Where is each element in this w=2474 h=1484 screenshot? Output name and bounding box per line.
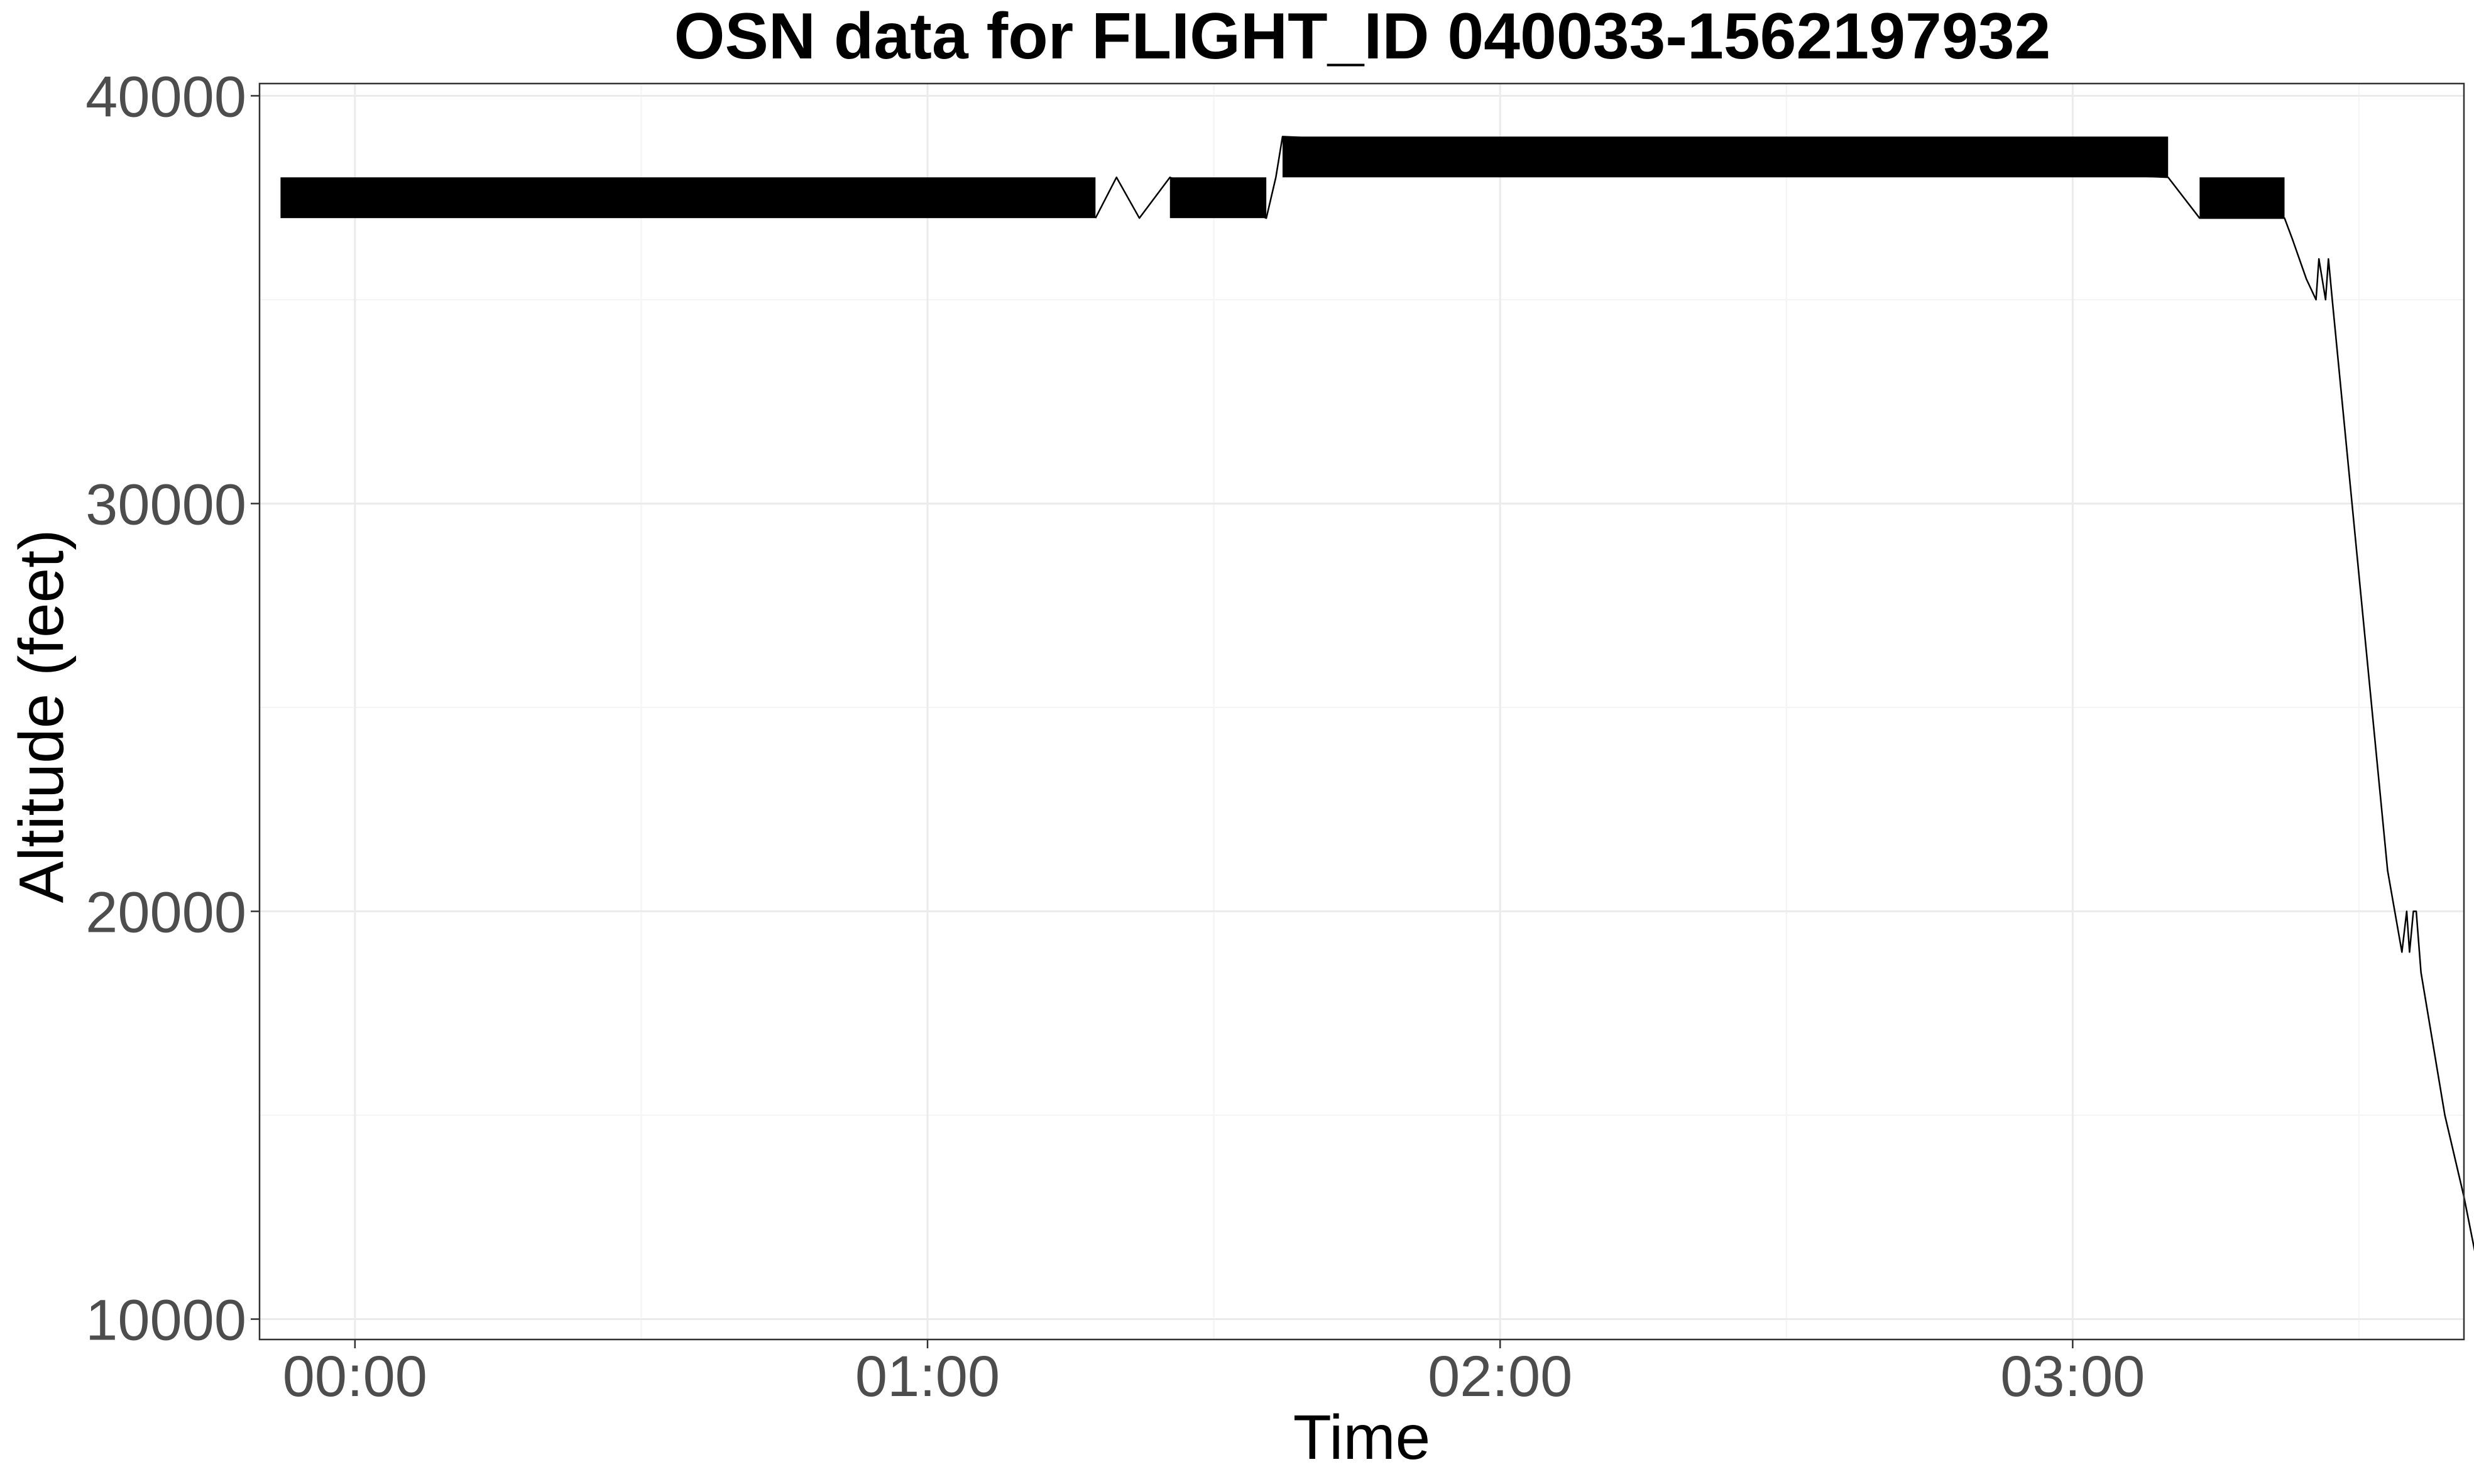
altitude-series-line (1095, 136, 2474, 1252)
axis-ticks (251, 95, 2074, 1348)
y-tick-label: 30000 (85, 472, 246, 537)
minor-gridlines (260, 84, 2464, 1339)
chart-marks (280, 136, 2474, 1252)
altitude-oscillation-band (280, 177, 1096, 219)
chart-title: OSN data for FLIGHT_ID 040033-1562197932 (674, 0, 2051, 73)
x-axis-title: Time (1293, 1402, 1431, 1473)
axis-tick-labels: 00:00 01:00 02:00 03:00 40000 30000 20000 10000 (85, 65, 2145, 1409)
major-gridlines (260, 84, 2464, 1339)
y-tick-label: 20000 (85, 881, 246, 945)
x-tick-label: 03:00 (2000, 1345, 2145, 1409)
x-tick-label: 01:00 (855, 1345, 1000, 1409)
y-axis-title: Altitude (feet) (6, 530, 77, 903)
x-tick-label: 00:00 (283, 1345, 427, 1409)
y-tick-label: 40000 (85, 65, 246, 129)
y-tick-label: 10000 (85, 1289, 246, 1353)
altitude-oscillation-band (2199, 177, 2285, 219)
x-tick-label: 02:00 (1428, 1345, 1572, 1409)
plot-panel-border (258, 82, 2465, 1341)
